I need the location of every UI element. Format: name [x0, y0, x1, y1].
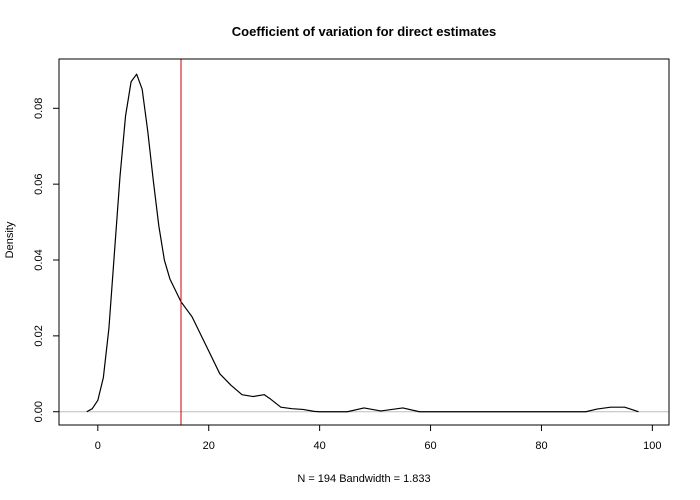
plot-frame — [58, 58, 670, 426]
x-axis: 0 20 40 60 80 100 — [95, 424, 662, 452]
y-tick-label: 0.08 — [33, 98, 45, 119]
x-tick-label: 100 — [643, 440, 661, 452]
density-curve — [86, 73, 639, 413]
x-tick-label: 0 — [95, 440, 101, 452]
chart-title: Coefficient of variation for direct esti… — [232, 24, 496, 39]
x-tick-label: 60 — [424, 440, 436, 452]
x-tick-label: 20 — [203, 440, 215, 452]
y-axis-label: Density — [4, 221, 16, 258]
y-tick-label: 0.02 — [33, 325, 45, 346]
y-tick-label: 0.04 — [33, 249, 45, 270]
plot-area — [58, 58, 670, 426]
y-tick-label: 0.00 — [33, 401, 45, 422]
x-axis-label: N = 194 Bandwidth = 1.833 — [297, 473, 430, 485]
y-axis: 0.00 0.02 0.04 0.06 0.08 — [33, 98, 60, 422]
y-tick-label: 0.06 — [33, 173, 45, 194]
x-tick-label: 80 — [535, 440, 547, 452]
x-tick-label: 40 — [314, 440, 326, 452]
